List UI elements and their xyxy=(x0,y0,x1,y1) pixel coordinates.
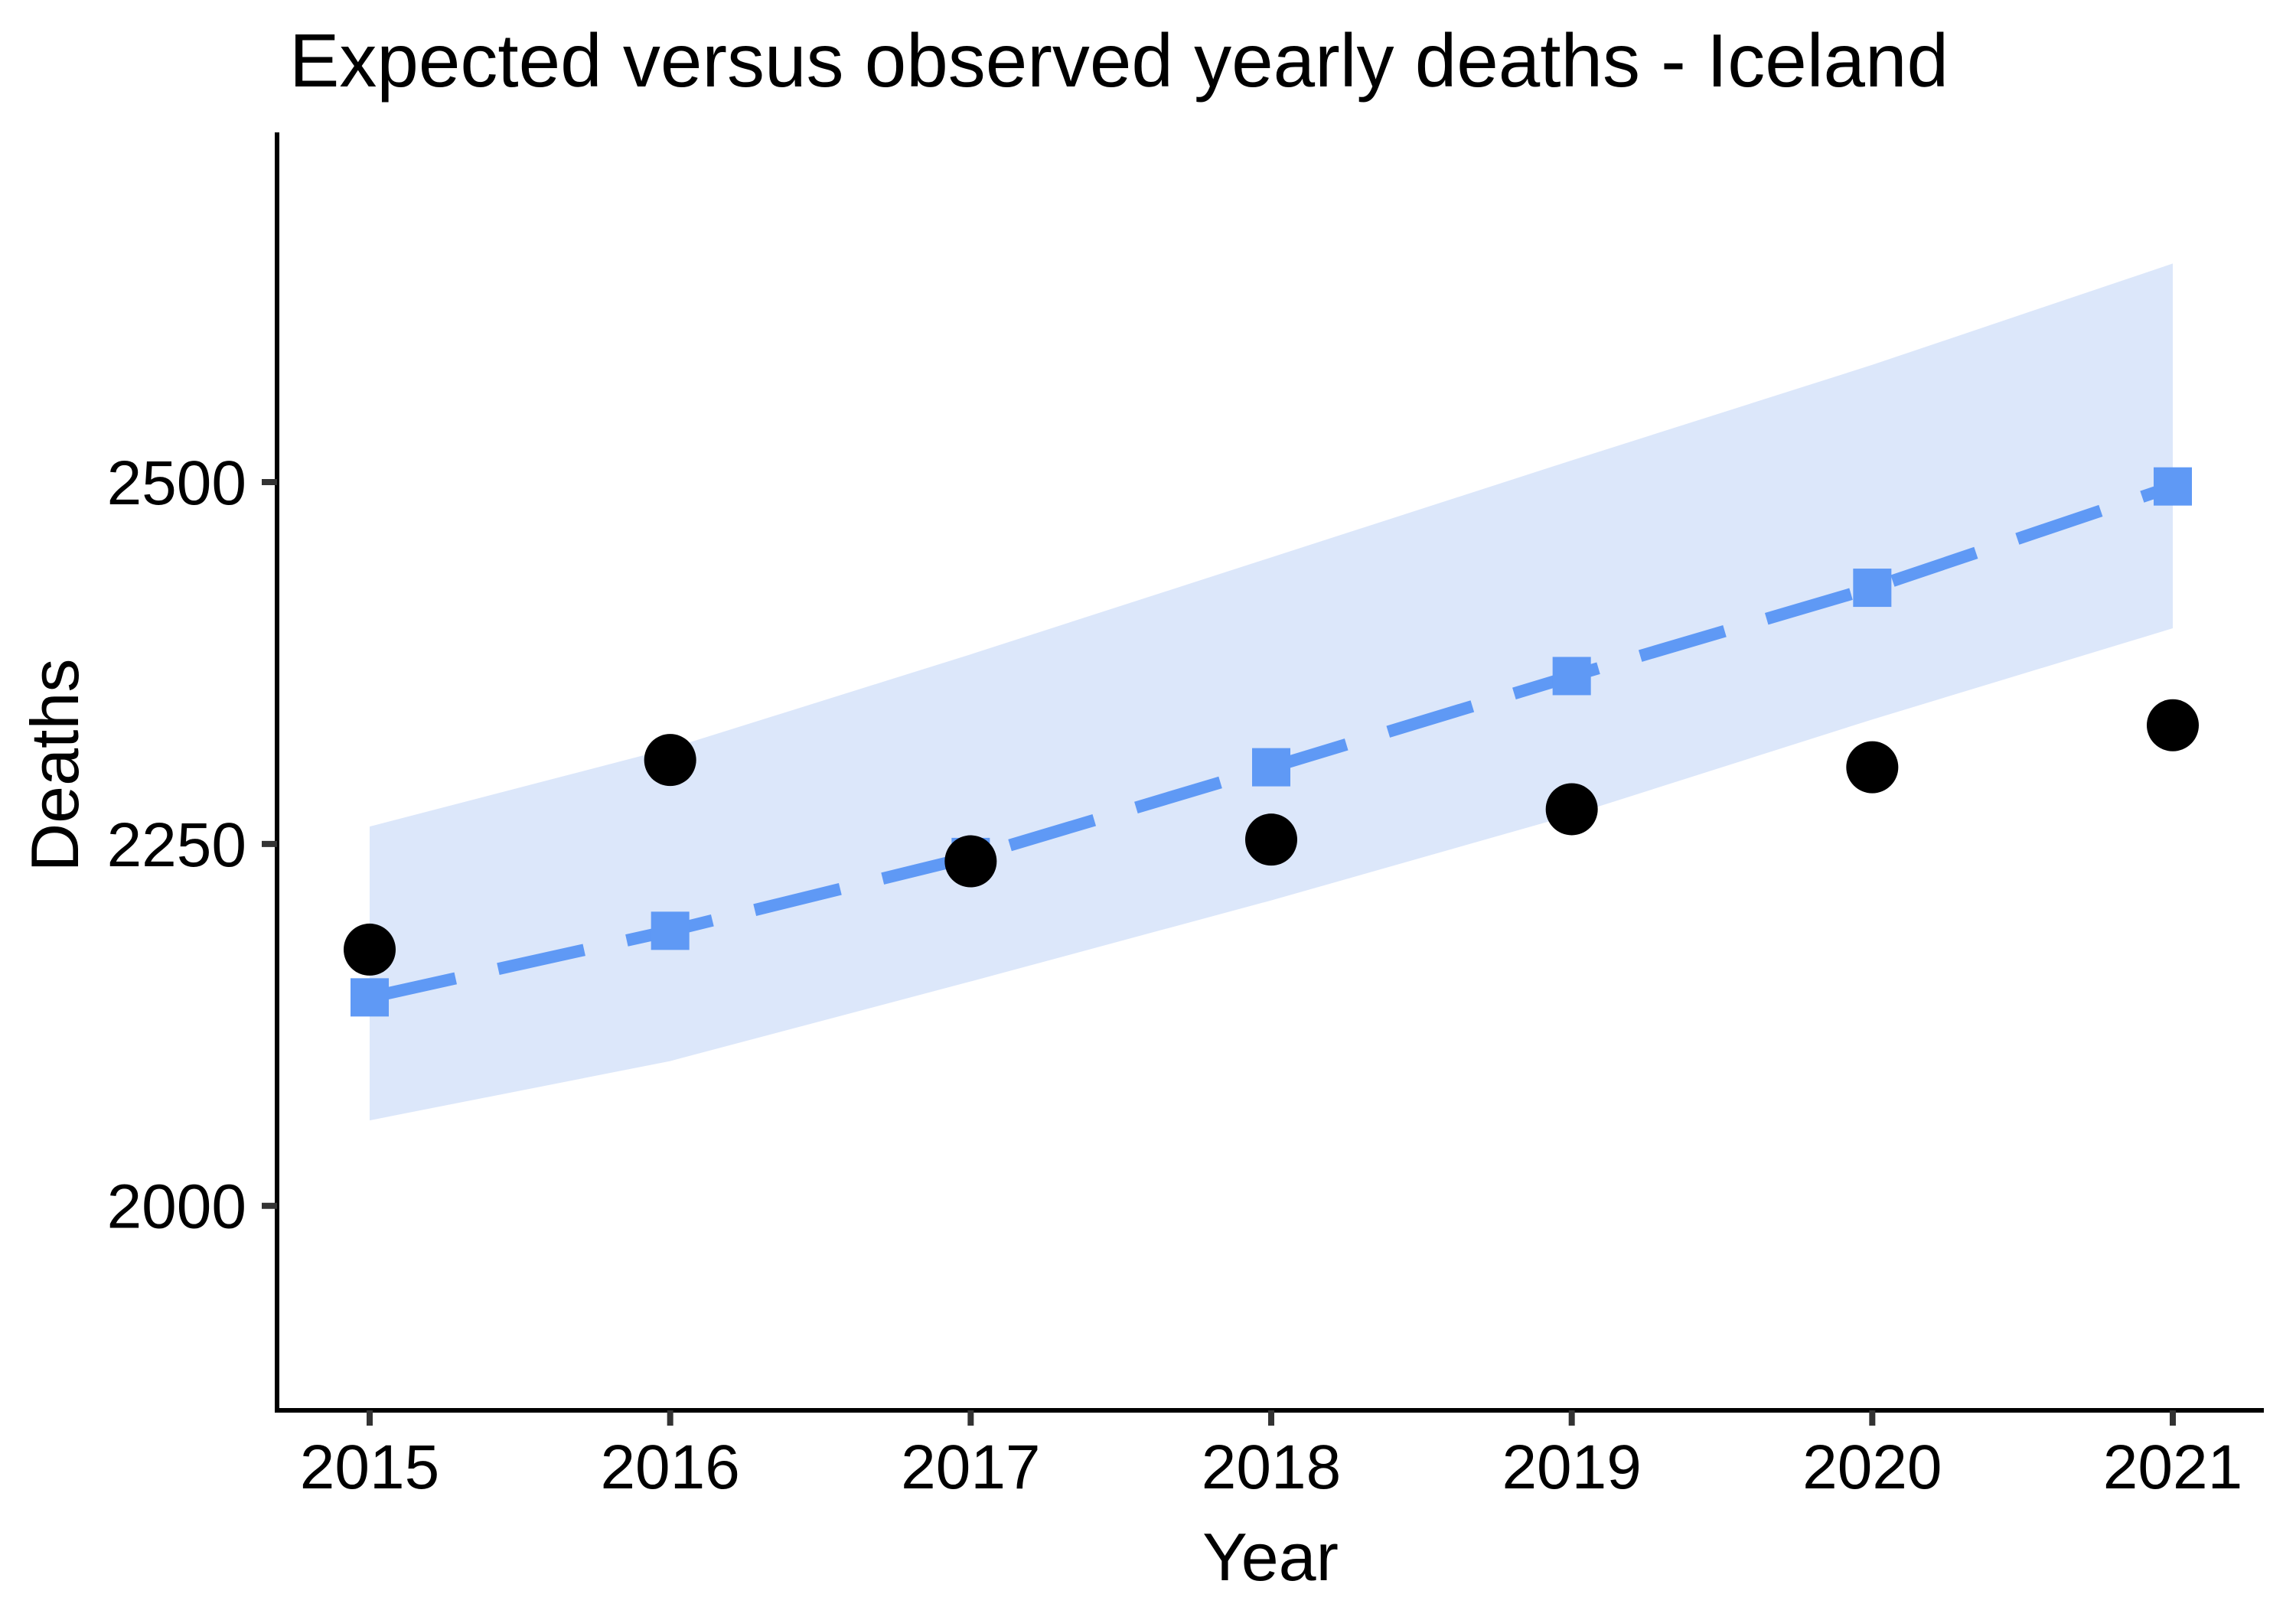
observed-point xyxy=(344,923,396,976)
expected-marker xyxy=(1552,657,1591,696)
observed-point xyxy=(644,734,696,787)
y-tick-label: 2250 xyxy=(107,810,246,880)
x-tick-label: 2021 xyxy=(2103,1433,2242,1502)
y-tick-label: 2000 xyxy=(107,1172,246,1242)
expected-marker xyxy=(1252,748,1291,787)
observed-point xyxy=(944,835,997,888)
expected-marker xyxy=(1853,569,1892,608)
x-axis-title: Year xyxy=(1202,1519,1339,1595)
x-tick-label: 2019 xyxy=(1502,1433,1641,1502)
x-tick-label: 2016 xyxy=(600,1433,739,1502)
chart-title: Expected versus observed yearly deaths -… xyxy=(289,18,1949,103)
expected-marker xyxy=(351,978,389,1017)
expected-marker xyxy=(651,911,690,950)
x-tick-label: 2018 xyxy=(1202,1433,1341,1502)
expected-marker xyxy=(2154,467,2193,506)
y-tick-label: 2500 xyxy=(107,448,246,518)
observed-point xyxy=(1846,741,1899,794)
confidence-band xyxy=(370,263,2174,1121)
y-axis-title: Deaths xyxy=(17,658,93,872)
observed-point xyxy=(1545,783,1598,836)
x-tick-label: 2020 xyxy=(1802,1433,1942,1502)
observed-point xyxy=(2147,699,2200,751)
x-tick-label: 2015 xyxy=(300,1433,439,1502)
observed-point xyxy=(1245,813,1298,866)
x-tick-label: 2017 xyxy=(901,1433,1040,1502)
